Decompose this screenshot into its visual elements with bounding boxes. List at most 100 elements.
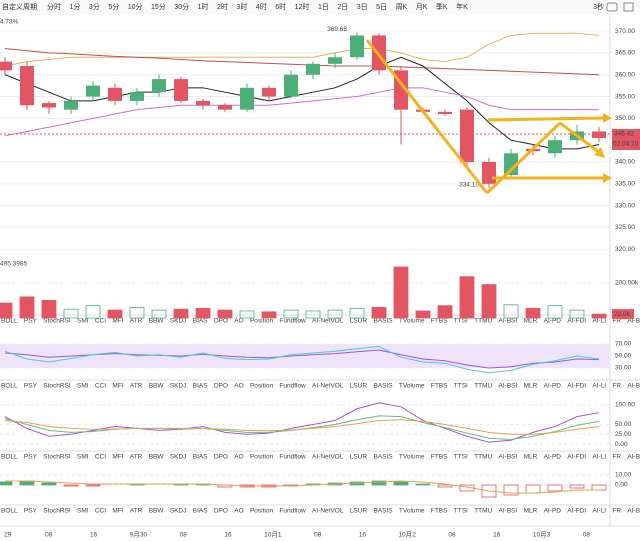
- indicator-tab[interactable]: TVolume: [399, 454, 425, 461]
- refresh-rate[interactable]: 3秒: [593, 2, 604, 11]
- indicator-tab[interactable]: TVolume: [399, 508, 425, 515]
- indicator-tab[interactable]: ATR: [130, 454, 143, 461]
- indicator-tab[interactable]: AI-LI: [592, 454, 606, 461]
- indicator-tab[interactable]: Position: [250, 454, 274, 461]
- indicator-tab[interactable]: AI-BSI: [499, 383, 518, 390]
- indicator-tab[interactable]: SMI: [77, 318, 89, 325]
- indicator-tab[interactable]: ATR: [130, 508, 143, 515]
- interval-button[interactable]: 3日: [357, 3, 368, 11]
- indicator-tab[interactable]: BBW: [149, 508, 165, 515]
- indicator-tab[interactable]: MLR: [524, 318, 538, 325]
- indicator-tab[interactable]: AI-PD: [544, 383, 562, 390]
- indicator-tab[interactable]: SKDJ: [170, 454, 187, 461]
- fullscreen-icon[interactable]: [623, 2, 634, 12]
- interval-button[interactable]: 4时: [256, 2, 267, 11]
- indicator-tab[interactable]: FTBS: [431, 454, 448, 461]
- indicator-tab[interactable]: AO: [234, 454, 243, 461]
- interval-button[interactable]: 2日: [337, 3, 348, 11]
- interval-button[interactable]: 季K: [436, 2, 448, 11]
- indicator-tab[interactable]: FTBS: [431, 508, 448, 515]
- indicator-tab[interactable]: MFI: [112, 508, 123, 515]
- indicator-tab[interactable]: MFI: [112, 454, 123, 461]
- indicator-tab[interactable]: PSY: [24, 383, 38, 390]
- indicator-tab[interactable]: AI-FDI: [567, 454, 586, 461]
- indicator-tab[interactable]: ATR: [130, 383, 143, 390]
- indicator-tab[interactable]: MLR: [524, 508, 538, 515]
- interval-button[interactable]: 1日: [318, 3, 329, 11]
- indicator-tab[interactable]: AI-FDI: [567, 508, 586, 515]
- indicator-tab[interactable]: CCI: [95, 454, 106, 461]
- indicator-tab[interactable]: StochRSI: [43, 454, 71, 461]
- indicator-tab[interactable]: DPO: [214, 508, 228, 515]
- custom-period[interactable]: 自定义周期: [2, 2, 37, 11]
- indicator-tab[interactable]: AI-BSI: [499, 318, 518, 325]
- indicator-tab[interactable]: SKDJ: [170, 318, 187, 325]
- indicator-tab[interactable]: BOLL: [1, 383, 18, 390]
- indicator-tab[interactable]: MFI: [112, 318, 123, 325]
- indicator-tab[interactable]: AI-NetVOL: [312, 454, 344, 461]
- indicator-tab[interactable]: AI-BST: [627, 383, 640, 390]
- interval-button[interactable]: 3时: [236, 2, 247, 11]
- indicator-tab[interactable]: PSY: [24, 318, 38, 325]
- indicator-tab[interactable]: BOLL: [1, 454, 18, 461]
- indicator-tab[interactable]: PSY: [24, 454, 38, 461]
- indicator-tab[interactable]: MLR: [524, 383, 538, 390]
- indicator-tab[interactable]: DPO: [214, 454, 228, 461]
- indicator-tab[interactable]: Position: [250, 318, 274, 325]
- indicator-tab[interactable]: Position: [250, 508, 274, 515]
- indicator-tab[interactable]: CCI: [95, 318, 106, 325]
- indicator-tab[interactable]: AI-LI: [592, 383, 606, 390]
- indicator-tab[interactable]: BOLL: [1, 508, 18, 515]
- indicator-tab[interactable]: TVolume: [399, 383, 425, 390]
- indicator-tab[interactable]: BBW: [149, 318, 165, 325]
- indicator-tab[interactable]: Fundflow: [279, 508, 306, 515]
- indicator-tab[interactable]: AI-PD: [544, 454, 562, 461]
- indicator-tab[interactable]: AI-BSI: [499, 454, 518, 461]
- indicator-tab[interactable]: TTSI: [454, 454, 468, 461]
- indicator-tab[interactable]: FTBS: [431, 318, 448, 325]
- interval-button[interactable]: 1分: [70, 2, 81, 11]
- indicator-tab[interactable]: AI-NetVOL: [312, 383, 344, 390]
- interval-button[interactable]: 月K: [416, 3, 428, 11]
- interval-button[interactable]: 周K: [396, 3, 408, 11]
- indicator-tab[interactable]: AI-PD: [544, 508, 562, 515]
- indicator-tab[interactable]: AI-FDI: [567, 318, 586, 325]
- indicator-tab[interactable]: FTBS: [431, 383, 448, 390]
- interval-button[interactable]: 2时: [217, 2, 228, 11]
- indicator-tab[interactable]: SMI: [77, 454, 89, 461]
- indicator-tab[interactable]: FR: [612, 383, 621, 390]
- indicator-tab[interactable]: Fundflow: [279, 318, 306, 325]
- indicator-tab[interactable]: FR: [612, 508, 621, 515]
- indicator-tab[interactable]: Fundflow: [279, 454, 306, 461]
- indicator-tab[interactable]: BASIS: [373, 383, 393, 390]
- indicator-tab[interactable]: FR: [612, 454, 621, 461]
- indicator-tab[interactable]: TTMU: [474, 508, 492, 515]
- interval-button[interactable]: 5日: [376, 3, 387, 11]
- indicator-tab[interactable]: AI-LI: [592, 318, 606, 325]
- indicator-tab[interactable]: AI-NetVOL: [312, 318, 344, 325]
- indicator-tab[interactable]: BBW: [149, 383, 165, 390]
- indicator-tab[interactable]: FR: [612, 318, 621, 325]
- indicator-tab[interactable]: LSUR: [350, 383, 368, 390]
- interval-button[interactable]: 1时: [198, 2, 209, 11]
- indicator-tab[interactable]: AI-NetVOL: [312, 508, 344, 515]
- indicator-tab[interactable]: LSUR: [350, 318, 368, 325]
- indicator-tab[interactable]: Fundflow: [279, 383, 306, 390]
- indicator-tab[interactable]: LSUR: [350, 508, 368, 515]
- indicator-tab[interactable]: AO: [234, 508, 243, 515]
- interval-button[interactable]: 10分: [128, 2, 143, 11]
- indicator-tab[interactable]: TTMU: [474, 318, 492, 325]
- indicator-tab[interactable]: LSUR: [350, 454, 368, 461]
- interval-button[interactable]: 30分: [174, 2, 189, 11]
- interval-button[interactable]: 6时: [275, 2, 286, 11]
- indicator-tab[interactable]: MFI: [112, 383, 123, 390]
- indicator-tab[interactable]: StochRSI: [43, 383, 71, 390]
- indicator-tab[interactable]: BBW: [149, 454, 165, 461]
- indicator-tab[interactable]: BASIS: [373, 454, 393, 461]
- indicator-tab[interactable]: AO: [234, 383, 243, 390]
- indicator-tab[interactable]: AI-BST: [627, 454, 640, 461]
- indicator-tab[interactable]: DPO: [214, 318, 228, 325]
- indicator-tab[interactable]: TTSI: [454, 383, 468, 390]
- interval-button[interactable]: 12时: [295, 2, 310, 11]
- indicator-tab[interactable]: AI-BST: [627, 508, 640, 515]
